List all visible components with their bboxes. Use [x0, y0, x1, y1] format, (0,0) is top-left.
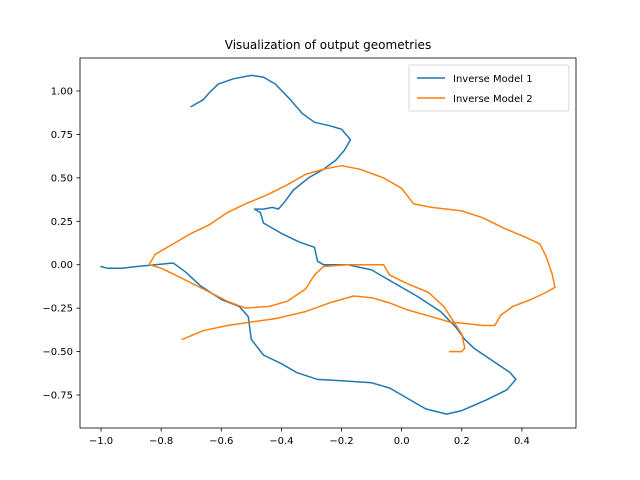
series-layer: [100, 74, 556, 415]
x-tick-label: −0.4: [269, 436, 293, 447]
legend: Inverse Model 1 Inverse Model 2: [408, 64, 570, 112]
legend-label-1: Inverse Model 1: [453, 74, 533, 85]
y-axis: −0.75 −0.50 −0.25 0.00 0.25 0.50 0.75 1.00: [42, 87, 80, 401]
series-line-1: [100, 74, 517, 415]
x-axis: −1.0 −0.8 −0.6 −0.4 −0.2 0.0 0.2 0.4: [89, 428, 530, 447]
series-line-2: [148, 164, 556, 353]
y-tick-label: 0.25: [51, 217, 73, 228]
y-tick-label: −0.50: [42, 347, 73, 358]
legend-label-2: Inverse Model 2: [453, 94, 533, 105]
y-tick-label: −0.75: [42, 390, 73, 401]
plot-area: [79, 57, 577, 429]
x-tick-label: −0.2: [329, 436, 353, 447]
y-tick-label: 0.75: [51, 130, 73, 141]
legend-box: [408, 64, 570, 112]
x-tick-label: −0.6: [209, 436, 233, 447]
x-tick-label: −0.8: [149, 436, 173, 447]
y-tick-label: −0.25: [42, 304, 73, 315]
x-tick-label: 0.4: [514, 436, 530, 447]
y-tick-label: 0.00: [51, 260, 73, 271]
x-tick-label: 0.2: [454, 436, 470, 447]
x-tick-label: −1.0: [89, 436, 113, 447]
x-tick-label: 0.0: [394, 436, 410, 447]
chart-title: Visualization of output geometries: [225, 38, 431, 52]
plot-frame: [79, 57, 577, 429]
y-tick-label: 0.50: [51, 173, 73, 184]
y-tick-label: 1.00: [51, 87, 73, 98]
